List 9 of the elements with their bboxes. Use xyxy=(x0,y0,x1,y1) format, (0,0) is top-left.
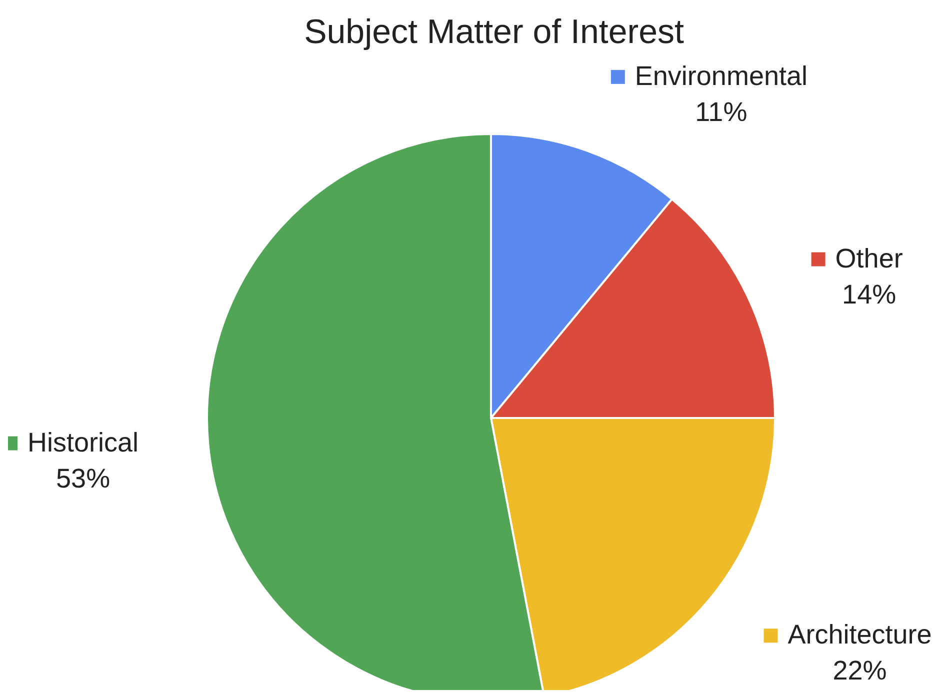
data-label: 14% xyxy=(842,279,896,310)
legend-label: Environmental xyxy=(634,60,808,91)
data-label: 22% xyxy=(832,656,887,686)
data-label: 53% xyxy=(56,463,110,494)
chart-title: Subject Matter of Interest xyxy=(304,13,684,51)
legend-label: Other xyxy=(835,243,903,274)
legend-label: Historical xyxy=(28,427,139,458)
data-label: 11% xyxy=(695,96,748,127)
legend-label: Architecture xyxy=(788,620,932,650)
